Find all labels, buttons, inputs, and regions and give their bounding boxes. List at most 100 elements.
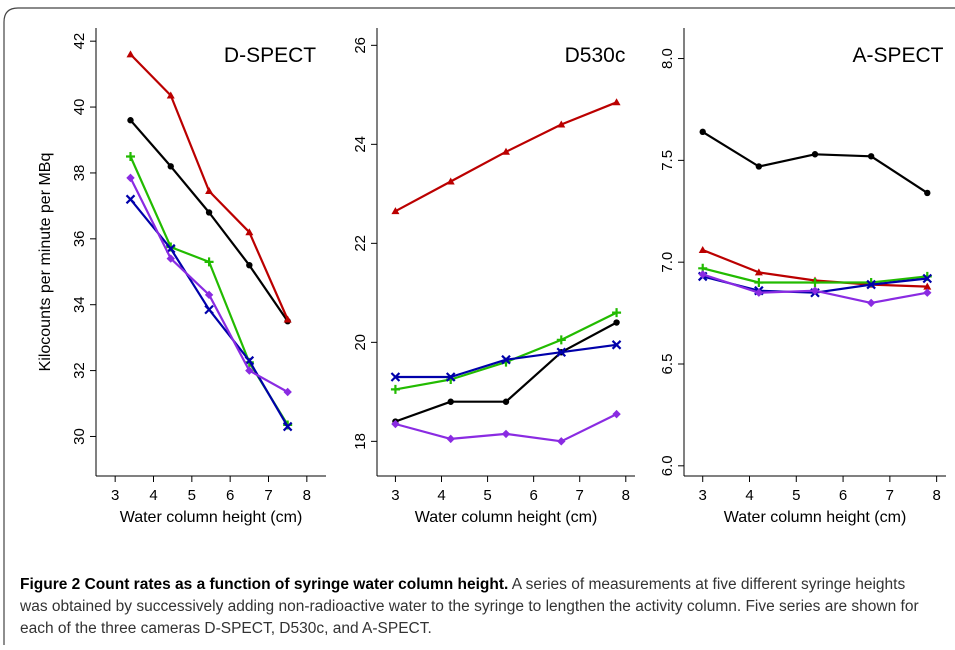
data-point-red — [446, 177, 455, 185]
y-tick-label: 7.5 — [659, 150, 676, 171]
x-axis-title: Water column height (cm) — [120, 509, 303, 526]
series-line-red — [129, 53, 289, 320]
data-point-purple — [923, 288, 932, 297]
data-point-purple — [204, 290, 214, 300]
x-tick-label: 5 — [483, 487, 491, 504]
panel-title: A-SPECT — [852, 44, 943, 67]
y-tick-label: 6.5 — [659, 354, 676, 375]
x-tick-label: 5 — [792, 487, 800, 504]
data-point-red — [391, 207, 400, 215]
x-tick-label: 3 — [699, 487, 707, 504]
y-axis-title: Kilocounts per minute per MBq — [37, 153, 54, 372]
y-tick-label: 22 — [352, 235, 369, 252]
data-point-green — [390, 384, 400, 394]
data-point-blue — [204, 304, 214, 315]
data-point-purple — [754, 288, 764, 297]
y-tick-label: 6.0 — [659, 455, 676, 476]
data-point-blue — [611, 340, 622, 350]
caption-body: A series of measurements at five differe… — [20, 576, 919, 637]
data-point-black — [502, 398, 510, 405]
x-tick-label: 7 — [576, 487, 584, 504]
data-point-blue — [556, 347, 567, 358]
data-point-blue — [922, 273, 933, 284]
caption-title: Figure 2 Count rates as a function of sy… — [20, 576, 509, 593]
x-tick-label: 8 — [932, 487, 940, 504]
series-line-blue — [129, 198, 289, 428]
x-tick-label: 8 — [622, 487, 630, 504]
data-point-purple — [245, 366, 254, 375]
data-point-green — [126, 151, 135, 161]
x-tick-label: 6 — [226, 487, 234, 504]
y-tick-label: 32 — [71, 362, 88, 379]
x-tick-label: 3 — [111, 487, 119, 504]
data-point-black — [127, 117, 134, 124]
data-point-black — [447, 398, 454, 405]
y-tick-label: 26 — [352, 37, 369, 54]
x-tick-label: 5 — [188, 487, 196, 504]
data-point-blue — [125, 194, 136, 205]
data-point-black — [167, 163, 174, 170]
y-tick-label: 36 — [71, 230, 88, 247]
data-point-blue — [282, 421, 293, 432]
x-tick-label: 7 — [886, 487, 894, 504]
figure-caption: Figure 2 Count rates as a function of sy… — [20, 574, 935, 640]
data-point-purple — [501, 429, 511, 439]
x-tick-label: 6 — [839, 487, 847, 504]
x-tick-label: 7 — [264, 487, 272, 504]
data-point-green — [754, 278, 764, 288]
x-tick-label: 8 — [303, 487, 311, 504]
data-point-black — [205, 209, 213, 216]
data-point-red — [245, 228, 254, 236]
data-point-green — [810, 278, 820, 288]
y-tick-label: 7.0 — [659, 252, 676, 273]
y-tick-label: 40 — [71, 99, 88, 116]
data-point-black — [924, 189, 931, 197]
y-tick-label: 30 — [71, 428, 88, 445]
chart-panel-3: 6.0 6.5 7.0 7.5 8.0 3 4 5 6 7 8 Water column height… — [659, 28, 946, 526]
series-line-black — [395, 321, 618, 423]
x-tick-label: 3 — [391, 487, 399, 504]
data-point-blue — [866, 279, 876, 290]
data-point-black — [699, 128, 706, 136]
chart-panel-2: 18 20 22 24 26 3 4 5 6 7 8 Water column height (cm)… — [352, 28, 635, 526]
data-point-purple — [557, 437, 566, 446]
x-tick-label: 6 — [529, 487, 537, 504]
data-point-black — [867, 153, 875, 160]
data-point-black — [755, 163, 763, 170]
data-point-blue — [445, 372, 456, 382]
data-point-purple — [126, 173, 135, 183]
y-tick-label: 42 — [71, 33, 88, 50]
panel-title: D530c — [565, 44, 626, 67]
y-tick-label: 8.0 — [659, 48, 676, 69]
data-point-red — [502, 147, 510, 155]
data-point-black — [613, 319, 620, 326]
data-point-green — [556, 335, 566, 345]
data-point-red — [205, 187, 214, 195]
data-point-green — [612, 308, 622, 318]
y-tick-label: 24 — [352, 136, 369, 153]
data-point-red — [166, 91, 175, 99]
data-point-blue — [501, 354, 511, 365]
y-tick-label: 34 — [71, 296, 88, 313]
data-point-red — [126, 50, 135, 58]
data-point-red — [698, 245, 707, 253]
panel-title: D-SPECT — [224, 44, 316, 67]
y-tick-label: 18 — [352, 433, 369, 450]
data-point-red — [283, 315, 292, 323]
y-tick-label: 20 — [352, 334, 369, 351]
data-point-green — [204, 257, 214, 267]
data-point-purple — [810, 286, 820, 295]
data-point-black — [811, 151, 819, 158]
x-tick-label: 4 — [149, 487, 157, 504]
x-tick-label: 4 — [745, 487, 753, 504]
y-tick-label: 38 — [71, 165, 88, 182]
data-point-purple — [283, 387, 292, 397]
data-point-purple — [866, 298, 876, 308]
x-axis-title: Water column height (cm) — [724, 509, 907, 526]
data-point-red — [754, 268, 763, 276]
x-tick-label: 4 — [437, 487, 445, 504]
